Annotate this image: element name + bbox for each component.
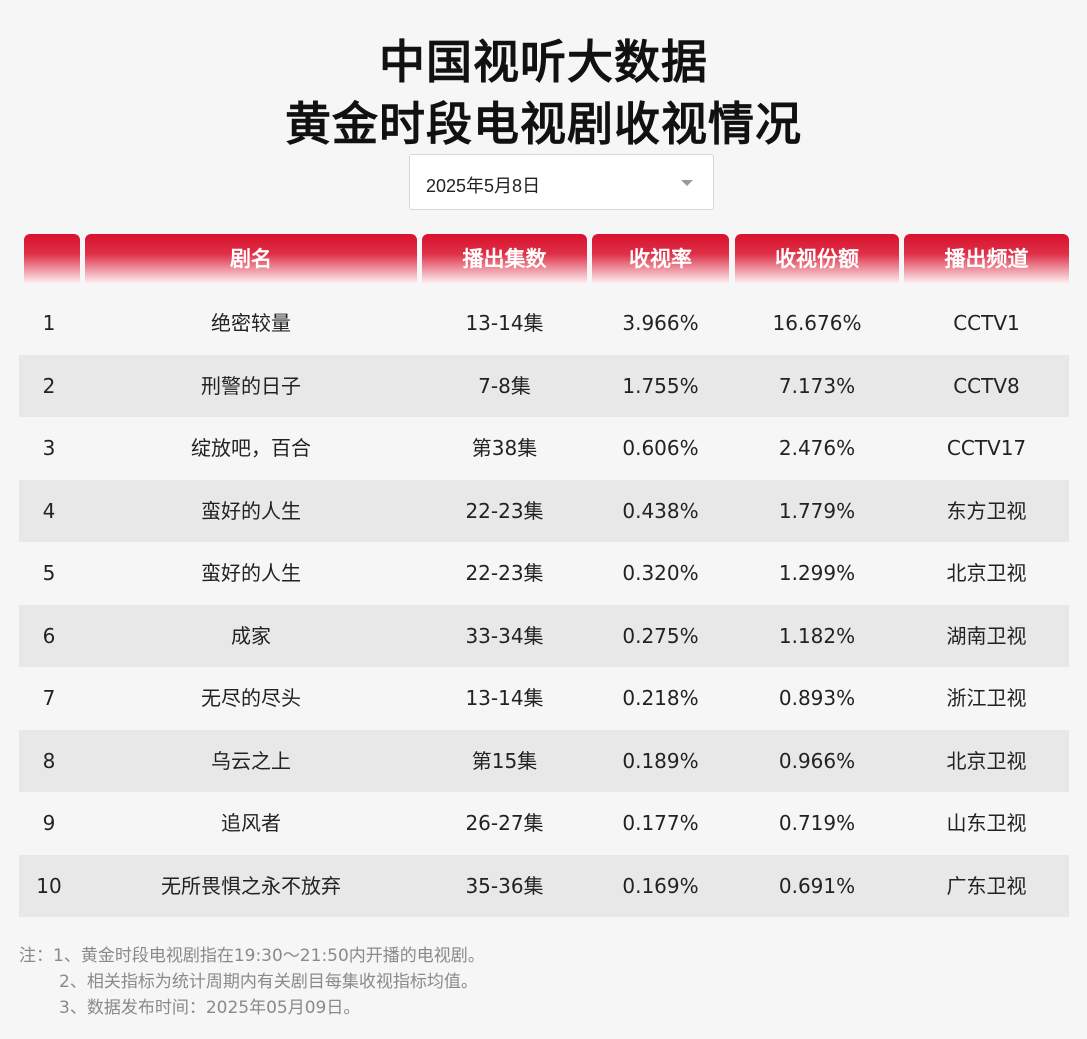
cell-rating: 0.275% <box>622 624 699 648</box>
cell-episodes: 第38集 <box>471 436 538 460</box>
page-subtitle: 黄金时段电视剧收视情况 <box>285 97 802 151</box>
footnote-2: 2、相关指标为统计周期内有关剧目每集收视指标均值。 <box>59 972 478 992</box>
table-row: 6 成家 33-34集 0.275% 1.182% 湖南卫视 <box>19 605 1069 667</box>
table-row: 1 绝密较量 13-14集 3.966% 16.676% CCTV1 <box>19 292 1069 354</box>
cell-episodes: 7-8集 <box>478 374 531 398</box>
cell-rating: 0.169% <box>622 874 699 898</box>
cell-channel: CCTV1 <box>953 311 1020 335</box>
cell-rank: 3 <box>42 436 56 460</box>
cell-title: 乌云之上 <box>211 749 291 773</box>
cell-channel: CCTV17 <box>946 436 1027 460</box>
cell-episodes: 13-14集 <box>465 311 544 335</box>
cell-title: 无尽的尽头 <box>201 686 301 710</box>
cell-rating: 0.606% <box>622 436 699 460</box>
cell-title: 无所畏惧之永不放弃 <box>161 874 341 898</box>
cell-title: 蛮好的人生 <box>201 499 301 523</box>
cell-share: 1.182% <box>778 624 856 648</box>
cell-share: 0.966% <box>778 749 856 773</box>
cell-rank: 2 <box>42 374 56 398</box>
table-row: 2 刑警的日子 7-8集 1.755% 7.173% CCTV8 <box>19 355 1069 417</box>
cell-episodes: 26-27集 <box>465 811 544 835</box>
cell-rank: 1 <box>42 311 56 335</box>
cell-title: 绝密较量 <box>211 311 291 335</box>
cell-title: 绽放吧，百合 <box>191 436 311 460</box>
cell-rank: 10 <box>36 874 62 898</box>
chevron-down-icon <box>681 180 693 186</box>
cell-title: 刑警的日子 <box>201 374 301 398</box>
cell-rating: 0.438% <box>622 499 699 523</box>
cell-rank: 5 <box>42 561 56 585</box>
cell-rating: 0.320% <box>622 561 699 585</box>
cell-channel: 广东卫视 <box>946 874 1027 898</box>
cell-episodes: 22-23集 <box>465 499 544 523</box>
cell-rank: 6 <box>42 624 56 648</box>
cell-channel: 北京卫视 <box>946 561 1027 585</box>
cell-rating: 0.218% <box>622 686 699 710</box>
cell-episodes: 第15集 <box>471 749 538 773</box>
footnote-3: 3、数据发布时间：2025年05月09日。 <box>59 998 361 1018</box>
table-row: 4 蛮好的人生 22-23集 0.438% 1.779% 东方卫视 <box>19 480 1069 542</box>
cell-share: 1.779% <box>778 499 856 523</box>
cell-title: 成家 <box>231 624 271 648</box>
cell-episodes: 33-34集 <box>465 624 544 648</box>
page-title: 中国视听大数据 <box>379 35 708 89</box>
cell-channel: 山东卫视 <box>946 811 1027 835</box>
cell-rating: 0.177% <box>622 811 699 835</box>
cell-episodes: 13-14集 <box>465 686 544 710</box>
cell-share: 1.299% <box>778 561 856 585</box>
cell-share: 2.476% <box>778 436 856 460</box>
cell-title: 追风者 <box>221 811 281 835</box>
table-row: 5 蛮好的人生 22-23集 0.320% 1.299% 北京卫视 <box>19 542 1069 604</box>
cell-channel: 浙江卫视 <box>946 686 1027 710</box>
cell-share: 16.676% <box>772 311 862 335</box>
cell-episodes: 22-23集 <box>465 561 544 585</box>
cell-channel: 湖南卫视 <box>946 624 1027 648</box>
cell-rating: 1.755% <box>622 374 699 398</box>
date-selector[interactable]: 2025年5月8日 <box>409 154 714 210</box>
cell-channel: CCTV8 <box>953 374 1020 398</box>
cell-share: 0.691% <box>778 874 856 898</box>
table-row: 9 追风者 26-27集 0.177% 0.719% 山东卫视 <box>19 792 1069 854</box>
cell-rank: 9 <box>42 811 56 835</box>
header-share: 收视份额 <box>735 234 899 284</box>
cell-rating: 3.966% <box>622 311 699 335</box>
table-row: 8 乌云之上 第15集 0.189% 0.966% 北京卫视 <box>19 730 1069 792</box>
cell-rank: 4 <box>42 499 56 523</box>
table-row: 10 无所畏惧之永不放弃 35-36集 0.169% 0.691% 广东卫视 <box>19 855 1069 917</box>
header-rank <box>24 234 80 284</box>
cell-share: 0.893% <box>778 686 856 710</box>
table-row: 3 绽放吧，百合 第38集 0.606% 2.476% CCTV17 <box>19 417 1069 479</box>
header-rating: 收视率 <box>592 234 729 284</box>
cell-rank: 8 <box>42 749 56 773</box>
cell-share: 0.719% <box>778 811 856 835</box>
cell-channel: 北京卫视 <box>946 749 1027 773</box>
cell-rating: 0.189% <box>622 749 699 773</box>
footnote-1: 注：1、黄金时段电视剧指在19:30～21:50内开播的电视剧。 <box>19 946 485 966</box>
header-channel: 播出频道 <box>904 234 1069 284</box>
table-row: 7 无尽的尽头 13-14集 0.218% 0.893% 浙江卫视 <box>19 667 1069 729</box>
cell-title: 蛮好的人生 <box>201 561 301 585</box>
cell-rank: 7 <box>42 686 56 710</box>
cell-share: 7.173% <box>778 374 856 398</box>
date-selector-value: 2025年5月8日 <box>426 176 541 196</box>
cell-episodes: 35-36集 <box>465 874 544 898</box>
header-episodes: 播出集数 <box>422 234 587 284</box>
header-title: 剧名 <box>85 234 417 284</box>
cell-channel: 东方卫视 <box>946 499 1027 523</box>
